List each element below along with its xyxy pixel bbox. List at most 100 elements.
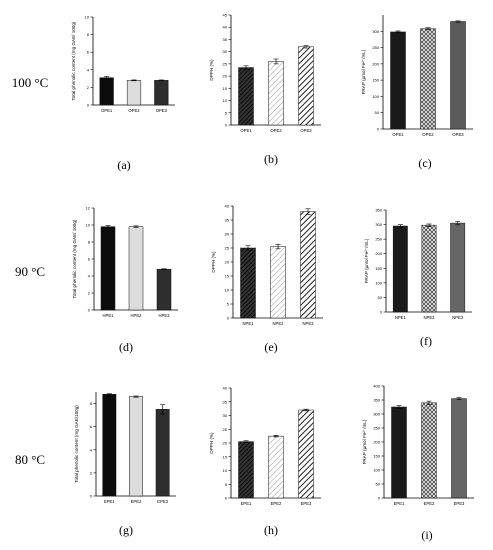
x-tick-label: NPE1 xyxy=(395,315,407,320)
panel-label-i: (i) xyxy=(421,528,433,542)
x-tick-label: HPE3 xyxy=(159,313,171,318)
y-tick-label: 0 xyxy=(90,494,93,499)
x-tick-label: EPE2 xyxy=(271,501,282,506)
chart-h: 0 5 10 15 20 25 30 35 40 DPPH (%) EPE1 EPE2 EPE3 xyxy=(209,386,321,506)
y-tick-label: 4 xyxy=(88,274,91,279)
y-tick-label: 200 xyxy=(373,440,380,445)
y-tick-label: 4 xyxy=(90,447,93,452)
y-tick-label: 15 xyxy=(223,86,228,91)
chart-i: 0 50 100 150 200 250 300 350 400 FRAP (µmol Fe²⁺/… xyxy=(362,384,474,506)
bar-hpe2 xyxy=(128,226,144,311)
bar-npe3 xyxy=(450,222,466,313)
y-axis-label: Total phenolic content (mg GAE/ 100g) xyxy=(71,21,76,100)
x-tick-label: EPE2 xyxy=(131,499,142,504)
bar-npe2 xyxy=(270,246,286,319)
y-tick-label: 8 xyxy=(88,240,91,245)
chart-d: 0 2 4 6 8 10 12 Total phenolic content (mg GAE/… xyxy=(72,206,178,318)
y-tick-label: 400 xyxy=(373,384,380,389)
y-tick-label: 40 xyxy=(225,204,230,209)
y-tick-label: 15 xyxy=(225,274,230,279)
chart-c: 0 50 100 150 200 250 300 FRAP (µmol Fe²⁺/mL) OPE… xyxy=(361,15,473,137)
bar-ope3 xyxy=(154,80,169,106)
y-tick-label: 250 xyxy=(373,426,380,431)
y-tick-label: 10 xyxy=(223,98,228,103)
bar-ope2 xyxy=(268,61,284,126)
y-tick-label: 15 xyxy=(223,454,228,459)
y-tick-label: 12 xyxy=(86,206,91,211)
bar-epe3 xyxy=(451,398,467,499)
y-tick-label: 0 xyxy=(225,496,228,501)
y-tick-label: 50 xyxy=(378,295,383,300)
x-tick-label: OPE1 xyxy=(240,128,252,133)
bar-epe1 xyxy=(391,406,407,499)
y-tick-label: 40 xyxy=(223,386,228,391)
y-tick-label: 50 xyxy=(376,482,381,487)
bar-epe2 xyxy=(129,396,143,497)
row-label-90c: 90 °C xyxy=(14,264,46,279)
bar-ope2 xyxy=(420,28,436,130)
panel-label-h: (h) xyxy=(264,523,278,537)
x-tick-label: NPE2 xyxy=(424,315,436,320)
y-axis-label: FRAP (µmol Fe²⁺/mL) xyxy=(364,238,369,283)
bar-epe3 xyxy=(155,409,170,497)
y-axis-label: DPPH (%) xyxy=(209,59,214,81)
y-tick-label: 6 xyxy=(88,257,91,262)
bar-ope2 xyxy=(126,80,142,106)
y-tick-label: 300 xyxy=(373,412,380,417)
panel-label-b: (b) xyxy=(264,152,278,166)
bar-ope1 xyxy=(238,67,254,126)
x-tick-label: HPE1 xyxy=(103,313,115,318)
y-tick-label: 25 xyxy=(225,246,230,251)
x-tick-label: OPE2 xyxy=(422,132,434,137)
y-tick-label: 150 xyxy=(375,266,382,271)
y-tick-label: 250 xyxy=(375,237,382,242)
y-axis-label: FRAP (µmol Fe²⁺/mL) xyxy=(361,49,366,94)
y-tick-label: 8 xyxy=(90,401,93,406)
y-axis-label: FRAP (µmol Fe²⁺/mL) xyxy=(362,419,367,464)
x-tick-label: HPE2 xyxy=(131,313,143,318)
bar-epe1 xyxy=(238,441,254,499)
x-tick-label: EPE1 xyxy=(104,499,115,504)
chart-e: 0 5 10 15 20 25 30 35 40 DPPH (%) NPE1 NPE2 NPE3 xyxy=(211,204,323,326)
y-tick-label: 5 xyxy=(225,110,228,115)
y-tick-label: 5 xyxy=(227,302,230,307)
bar-ope3 xyxy=(298,46,314,126)
bar-ope3 xyxy=(450,21,466,130)
x-tick-label: OPE3 xyxy=(452,132,464,137)
y-tick-label: 6 xyxy=(90,424,93,429)
x-tick-label: OPE2 xyxy=(270,128,282,133)
y-tick-label: 0 xyxy=(378,496,381,501)
bar-npe1 xyxy=(240,247,256,319)
x-tick-label: OPE3 xyxy=(300,128,312,133)
y-tick-label: 2 xyxy=(87,85,90,90)
y-tick-label: 10 xyxy=(225,288,230,293)
y-tick-label: 4 xyxy=(87,67,90,72)
bar-npe2 xyxy=(421,224,437,313)
row-label-100c: 100 °C xyxy=(11,75,49,90)
y-tick-label: 0 xyxy=(225,123,228,128)
bar-hpe1 xyxy=(100,226,116,311)
y-tick-label: 100 xyxy=(375,280,382,285)
y-axis-label: DPPH (%) xyxy=(209,432,214,454)
x-tick-label: NPE1 xyxy=(243,321,255,326)
x-tick-label: OPE3 xyxy=(156,108,168,113)
chart-a: 0 2 4 6 8 10 Total phenolic content (mg GAE/ 1… xyxy=(71,15,175,113)
panel-label-d: (d) xyxy=(119,340,133,354)
y-axis-label: Total phenolic content (mg GAE/100g) xyxy=(74,405,79,483)
y-tick-label: 35 xyxy=(223,37,228,42)
y-tick-label: 25 xyxy=(223,61,228,66)
y-tick-label: 45 xyxy=(223,13,228,18)
y-tick-label: 300 xyxy=(375,222,382,227)
y-axis-label: Total phenolic content (mg GAE/ 100g) xyxy=(72,219,77,298)
y-tick-label: 10 xyxy=(223,468,228,473)
x-tick-label: OPE1 xyxy=(101,108,113,113)
panel-label-a: (a) xyxy=(117,158,131,172)
y-tick-label: 2 xyxy=(90,470,93,475)
y-tick-label: 0 xyxy=(227,316,230,321)
y-tick-label: 150 xyxy=(372,78,379,83)
y-tick-label: 35 xyxy=(225,218,230,223)
bar-epe3 xyxy=(298,409,314,499)
y-tick-label: 20 xyxy=(223,74,228,79)
x-tick-label: EPE2 xyxy=(424,501,435,506)
